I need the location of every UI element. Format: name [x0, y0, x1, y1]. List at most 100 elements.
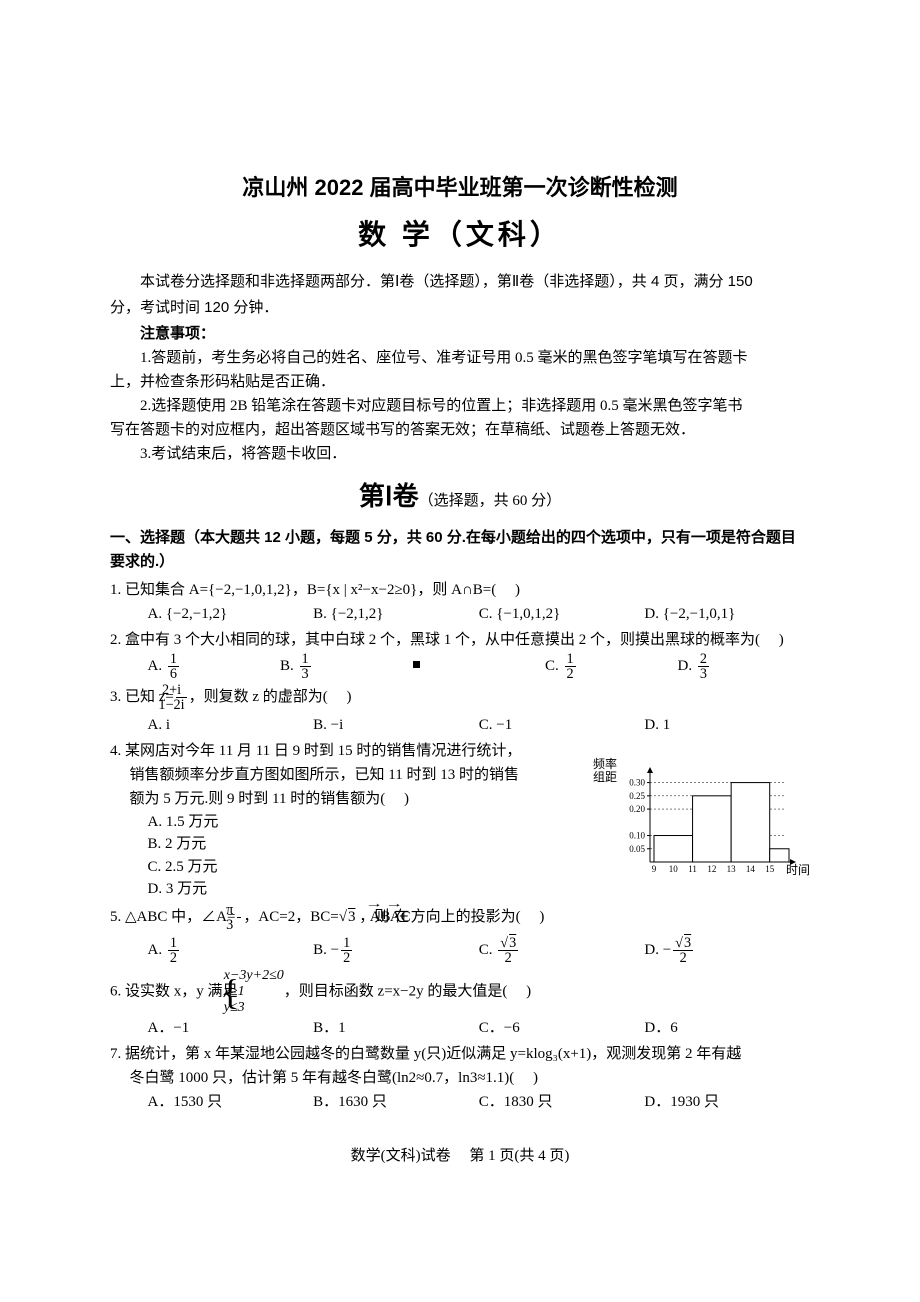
q2-a-den: 6 [168, 667, 179, 681]
q5-c-d: 2 [498, 951, 518, 965]
q5-d-rt: 3 [683, 935, 691, 951]
svg-text:0.05: 0.05 [629, 844, 645, 854]
notice-1b: 上，并检查条形码粘贴是否正确． [110, 370, 810, 394]
q7-opt-b: B．1630 只 [313, 1090, 479, 1114]
q6-opt-c: C．−6 [479, 1016, 645, 1040]
q2-d-num: 2 [698, 652, 709, 667]
q1-options: A. {−2,−1,2} B. {−2,1,2} C. {−1,0,1,2} D… [110, 602, 810, 626]
q7-opt-a: A．1530 只 [148, 1090, 314, 1114]
q5-opt-b: B. −12 [313, 936, 479, 966]
q5-opt-c: C. √32 [479, 936, 645, 966]
hist-x-label: 时间 [786, 861, 810, 880]
part-1-title: 第Ⅰ卷（选择题，共 60 分） [110, 476, 810, 518]
q5-d-d: 2 [673, 951, 693, 965]
q5-s2: ，AC=2，BC= [243, 909, 338, 925]
q6-s2: ，则目标函数 z=x−2y 的最大值是( ) [284, 983, 531, 999]
q2-b-num: 1 [300, 652, 311, 667]
svg-text:12: 12 [707, 864, 716, 874]
q2-b-pre: B. [280, 658, 298, 674]
q5-s1d: 3 [237, 918, 241, 932]
q5-options: A. 12 B. −12 C. √32 D. −√32 [110, 936, 810, 966]
intro-line-1: 本试卷分选择题和非选择题两部分．第Ⅰ卷（选择题），第Ⅱ卷（非选择题），共 4 页… [110, 270, 810, 294]
q3-num: 2+i [176, 683, 187, 698]
q1-opt-c: C. {−1,0,1,2} [479, 602, 645, 626]
question-3: 3. 已知 z=2+i1−2i，则复数 z 的虚部为( ) A. i B. −i… [110, 683, 810, 737]
q5-d-pre: D. − [644, 942, 671, 958]
q5-b-pre: B. − [313, 942, 339, 958]
svg-text:13: 13 [727, 864, 737, 874]
q1-opt-d: D. {−2,−1,0,1} [644, 602, 810, 626]
q4-l2: 销售额频率分步直方图如图所示，已知 11 时到 13 时的销售 [110, 763, 590, 787]
notice-2a: 2.选择题使用 2B 铅笔涂在答题卡对应题目标号的位置上；非选择题用 0.5 毫… [110, 394, 810, 418]
section-1-head: 一、选择题（本大题共 12 小题，每题 5 分，共 60 分.在每小题给出的四个… [110, 526, 810, 574]
q3-opt-a: A. i [148, 713, 314, 737]
q5-vec-ac: AC [409, 905, 410, 929]
q1-opt-b: B. {−2,1,2} [313, 602, 479, 626]
q2-b-den: 3 [300, 667, 311, 681]
notice-3: 3.考试结束后，将答题卡收回． [110, 442, 810, 466]
histogram-svg: 0.050.100.200.250.309101112131415 [622, 766, 802, 876]
q5-c-rt: 3 [508, 935, 516, 951]
q3-post: ，则复数 z 的虚部为( ) [189, 689, 352, 705]
q3-options: A. i B. −i C. −1 D. 1 [110, 713, 810, 737]
q3-opt-c: C. −1 [479, 713, 645, 737]
hist-y-label: 频率 组距 [590, 758, 620, 784]
q1-opt-a: A. {−2,−1,2} [148, 602, 314, 626]
q2-a-num: 1 [168, 652, 179, 667]
q6-opt-d: D．6 [644, 1016, 810, 1040]
q6-opt-a: A．−1 [148, 1016, 314, 1040]
q6-stem: 6. 设实数 x，y 满足 {x−3y+2≤0x≥1y≤3，则目标函数 z=x−… [110, 968, 810, 1016]
histogram-figure: 频率 组距 0.050.100.200.250.309101112131415 … [590, 758, 805, 878]
q2-options: A. 16 B. 13 C. 12 D. 23 [110, 652, 810, 682]
notice-2b: 写在答题卡的对应框内，超出答题区域书写的答案无效；在草稿纸、试题卷上答题无效． [110, 418, 810, 442]
q7-opt-d: D．1930 只 [644, 1090, 810, 1114]
q4-l3: 额为 5 万元.则 9 时到 11 时的销售额为( ) [110, 787, 590, 811]
q5-s1n: π [237, 903, 241, 918]
q5-a-pre: A. [148, 942, 166, 958]
q5-opt-d: D. −√32 [644, 936, 810, 966]
q2-a-pre: A. [148, 658, 166, 674]
q2-opt-d: D. 23 [678, 652, 811, 682]
q5-s6: 方向上的投影为( ) [411, 909, 545, 925]
q7-options: A．1530 只 B．1630 只 C．1830 只 D．1930 只 [110, 1090, 810, 1114]
q7-l1: 7. 据统计，第 x 年某湿地公园越冬的白鹭数量 y(只)近似满足 y=klog… [110, 1042, 810, 1066]
svg-text:9: 9 [652, 864, 657, 874]
q5-s1: 5. △ABC 中，∠A= [110, 909, 235, 925]
q2-opt-c: C. 12 [545, 652, 678, 682]
exam-subtitle: 数 学（文科） [110, 213, 810, 258]
q3-opt-b: B. −i [313, 713, 479, 737]
q7-l2: 冬白鹭 1000 只，估计第 5 年有越冬白鹭(ln2≈0.7，ln3≈1.1)… [110, 1066, 810, 1090]
part-1-big: 第Ⅰ卷 [359, 481, 419, 511]
q6-opt-b: B．1 [313, 1016, 479, 1040]
svg-text:0.10: 0.10 [629, 831, 645, 841]
q2-c-num: 1 [565, 652, 576, 667]
notice-1a: 1.答题前，考生务必将自己的姓名、座位号、准考证号用 0.5 毫米的黑色签字笔填… [110, 346, 810, 370]
svg-text:0.20: 0.20 [629, 804, 645, 814]
q2-c-den: 2 [565, 667, 576, 681]
q5-c-pre: C. [479, 942, 497, 958]
page-footer: 数学(文科)试卷 第 1 页(共 4 页) [110, 1144, 810, 1168]
q2-stem: 2. 盒中有 3 个大小相同的球，其中白球 2 个，黑球 1 个，从中任意摸出 … [110, 628, 810, 652]
q6-options: A．−1 B．1 C．−6 D．6 [110, 1016, 810, 1040]
intro-line-2: 分，考试时间 120 分钟． [110, 296, 810, 320]
marker-icon [413, 661, 420, 668]
q5-opt-a: A. 12 [148, 936, 314, 966]
svg-text:0.30: 0.30 [629, 778, 645, 788]
q6-c1: x−3y+2≤0 [243, 968, 284, 984]
q2-d-pre: D. [678, 658, 696, 674]
svg-text:10: 10 [669, 864, 679, 874]
question-6: 6. 设实数 x，y 满足 {x−3y+2≤0x≥1y≤3，则目标函数 z=x−… [110, 968, 810, 1040]
part-1-small: （选择题，共 60 分） [419, 493, 562, 509]
q3-stem: 3. 已知 z=2+i1−2i，则复数 z 的虚部为( ) [110, 683, 810, 713]
notice-head: 注意事项： [110, 322, 810, 346]
q3-opt-d: D. 1 [644, 713, 810, 737]
svg-text:11: 11 [688, 864, 697, 874]
q6-c2: x≥1 [243, 984, 284, 1000]
svg-text:14: 14 [746, 864, 756, 874]
q2-d-den: 3 [698, 667, 709, 681]
q4-opt-d: D. 3 万元 [148, 878, 811, 901]
question-7: 7. 据统计，第 x 年某湿地公园越冬的白鹭数量 y(只)近似满足 y=klog… [110, 1042, 810, 1114]
q2-opt-b: B. 13 [280, 652, 413, 682]
q5-a-d: 2 [168, 951, 179, 965]
q2-c-pre: C. [545, 658, 563, 674]
